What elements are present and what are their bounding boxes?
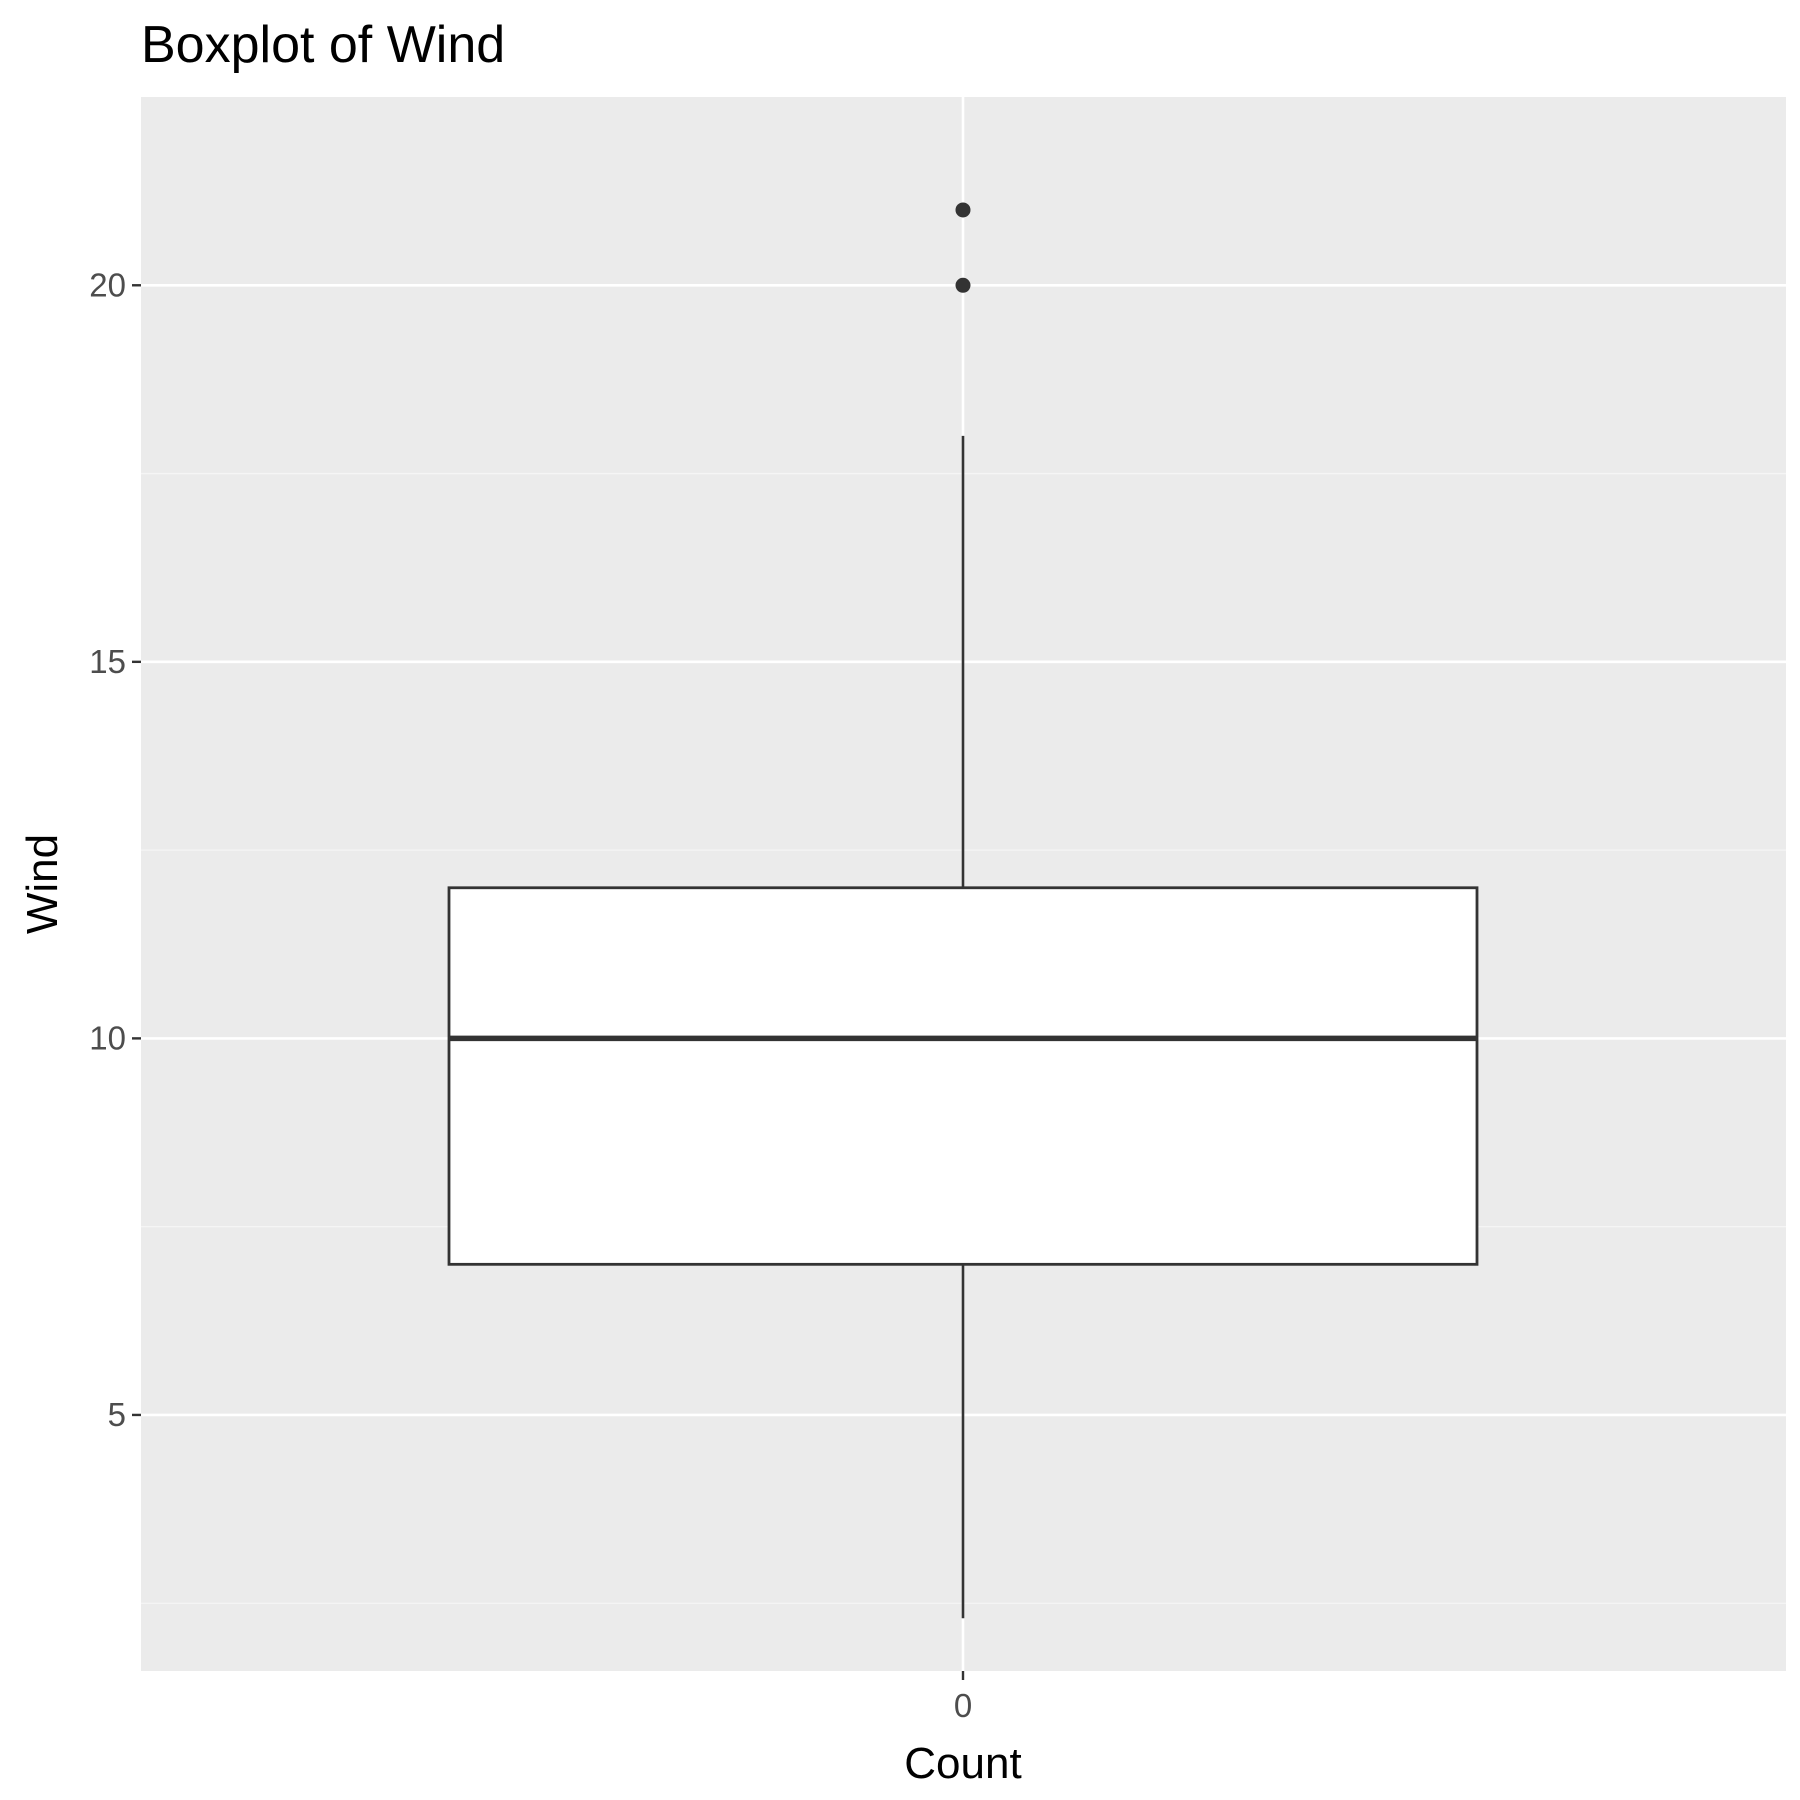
- x-axis-title: Count: [904, 1739, 1021, 1788]
- y-tick-label: 15: [89, 643, 126, 680]
- outlier-point: [955, 277, 971, 293]
- y-axis-title: Wind: [18, 834, 67, 934]
- axes: 5 10 15 20 0: [89, 266, 972, 1724]
- y-tick-label: 20: [89, 266, 126, 303]
- outlier-point: [955, 202, 971, 218]
- y-tick-label: 5: [108, 1396, 126, 1433]
- box-iqr: [447, 886, 1479, 1266]
- chart-title: Boxplot of Wind: [141, 16, 505, 74]
- y-tick-label: 10: [89, 1019, 126, 1056]
- x-tick-label: 0: [954, 1687, 972, 1724]
- boxplot-marks: [447, 202, 1479, 1619]
